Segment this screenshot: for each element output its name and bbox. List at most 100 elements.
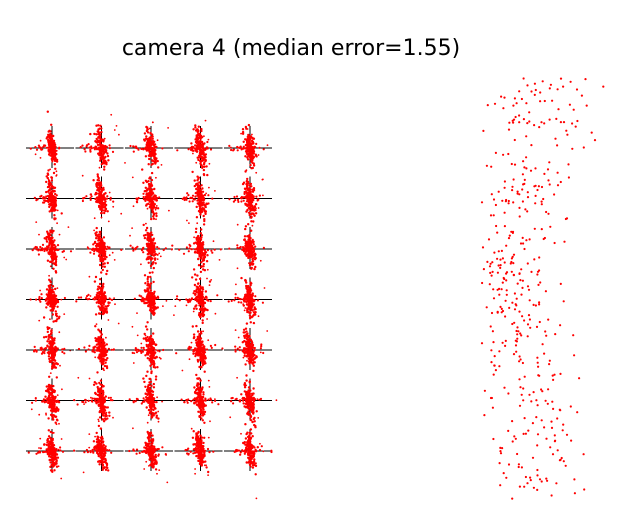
- reprojection-point: [148, 309, 152, 312]
- reprojection-point: [54, 199, 57, 202]
- reprojection-outlier: [247, 252, 250, 255]
- reprojection-point: [145, 406, 148, 409]
- reprojection-point: [93, 148, 96, 151]
- reprojection-point: [251, 145, 254, 148]
- reprojection-outlier: [246, 359, 248, 362]
- reprojection-point: [157, 166, 160, 169]
- reprojection-point: [145, 226, 149, 230]
- reprojection-point: [135, 145, 138, 148]
- reprojection-point: [50, 356, 54, 360]
- reprojection-point: [111, 399, 114, 402]
- reprojection-point: [146, 194, 149, 197]
- reprojection-point: [56, 248, 59, 252]
- reprojection-point: [230, 299, 233, 302]
- reprojection-point: [249, 345, 252, 348]
- reprojection-outlier: [111, 251, 114, 254]
- reprojection-point: [252, 343, 255, 347]
- reprojection-point: [187, 148, 190, 151]
- reprojection-point: [145, 135, 148, 138]
- reprojection-point: [102, 397, 105, 401]
- reprojection-point: [153, 145, 156, 148]
- reprojection-point: [200, 291, 203, 294]
- reprojection-outlier: [103, 137, 106, 140]
- reprojection-outlier: [257, 207, 260, 209]
- grid-target-2-4: [224, 223, 272, 271]
- reprojection-point: [234, 293, 237, 296]
- reprojection-outlier: [246, 128, 249, 130]
- reprojection-point: [98, 192, 102, 195]
- reprojection-point: [107, 159, 110, 162]
- reprojection-point: [97, 179, 101, 182]
- reprojection-point: [53, 303, 57, 306]
- reprojection-point: [144, 282, 147, 285]
- reprojection-point: [55, 376, 58, 379]
- grid-target-2-1: [75, 217, 124, 278]
- reprojection-outlier: [133, 352, 136, 355]
- reprojection-point: [135, 197, 138, 200]
- reprojection-point: [99, 199, 102, 202]
- reprojection-point: [95, 133, 98, 136]
- reprojection-outlier: [95, 323, 98, 325]
- reprojection-point: [188, 200, 191, 203]
- reprojection-point: [245, 330, 248, 333]
- reprojection-point: [60, 212, 63, 215]
- reprojection-point: [146, 128, 149, 131]
- reprojection-point: [29, 298, 32, 301]
- reprojection-point: [92, 247, 95, 250]
- reprojection-point: [238, 146, 241, 149]
- reprojection-point: [148, 148, 151, 151]
- reprojection-point: [102, 345, 106, 348]
- reprojection-outlier: [202, 165, 205, 168]
- reprojection-point: [49, 132, 52, 136]
- reprojection-point: [106, 210, 109, 213]
- reprojection-point: [97, 130, 100, 133]
- reprojection-point: [150, 217, 153, 221]
- reprojection-outlier: [250, 263, 253, 266]
- reprojection-point: [241, 130, 245, 134]
- reprojection-point: [54, 310, 57, 313]
- reprojection-point: [236, 296, 239, 299]
- reprojection-point: [200, 129, 203, 133]
- reprojection-point: [241, 246, 245, 249]
- reprojection-point: [98, 263, 102, 267]
- reprojection-point: [46, 194, 50, 198]
- reprojection-point: [48, 185, 51, 188]
- reprojection-point: [203, 193, 207, 197]
- reprojection-point: [247, 296, 251, 299]
- reprojection-point: [97, 403, 100, 407]
- reprojection-point: [96, 250, 99, 253]
- reprojection-point: [104, 361, 107, 364]
- reprojection-point: [196, 235, 200, 238]
- reprojection-outlier: [94, 356, 97, 359]
- reprojection-point: [250, 207, 253, 211]
- reprojection-point: [151, 249, 154, 252]
- reprojection-point: [48, 375, 51, 378]
- reprojection-outlier: [201, 309, 204, 312]
- reprojection-outlier: [49, 168, 51, 171]
- reprojection-point: [148, 249, 152, 252]
- reprojection-point: [199, 294, 202, 297]
- reprojection-point: [89, 198, 92, 201]
- reprojection-point: [98, 282, 102, 286]
- reprojection-point: [104, 160, 107, 164]
- reprojection-point: [248, 144, 251, 147]
- reprojection-point: [94, 325, 97, 328]
- reprojection-point: [161, 147, 164, 150]
- reprojection-outlier: [150, 190, 153, 193]
- reprojection-outlier: [195, 161, 198, 164]
- reprojection-point: [244, 203, 247, 206]
- reprojection-outlier: [162, 305, 164, 307]
- reprojection-point: [49, 197, 53, 200]
- reprojection-point: [202, 203, 206, 206]
- chart-title: camera 4 (median error=1.55): [121, 36, 461, 61]
- reprojection-point: [236, 198, 240, 202]
- reprojection-point: [147, 257, 150, 261]
- reprojection-point: [55, 149, 58, 152]
- reprojection-point: [54, 192, 57, 196]
- reprojection-point: [55, 347, 58, 350]
- reprojection-point: [197, 125, 200, 128]
- reprojection-point: [242, 199, 245, 202]
- reprojection-point: [245, 200, 249, 203]
- reprojection-point: [201, 301, 204, 304]
- reprojection-point: [182, 252, 186, 255]
